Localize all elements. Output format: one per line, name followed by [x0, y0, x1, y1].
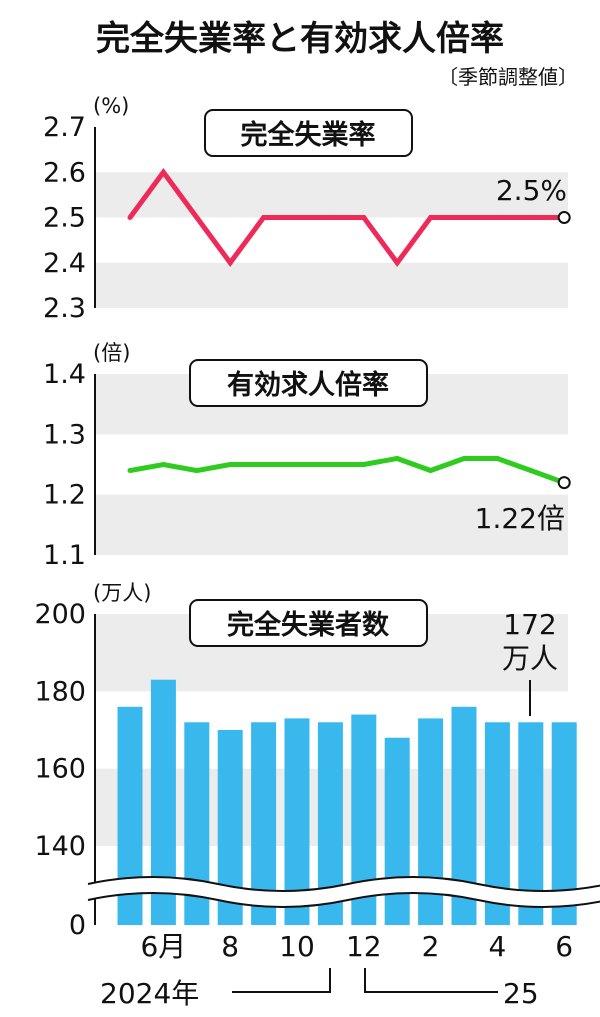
panel-title: 完全失業率 [241, 119, 376, 151]
last-data-point [557, 476, 571, 490]
data-point [127, 468, 133, 474]
x-tick-label: 6 [555, 930, 573, 963]
data-point [327, 462, 333, 467]
last-value-unit: 万人 [502, 642, 558, 675]
data-point [194, 215, 200, 220]
y-tick-label: 2.4 [43, 248, 86, 279]
data-point [327, 215, 333, 220]
grid-band [95, 262, 568, 308]
y-tick-label: 160 [34, 754, 86, 785]
unemployment-rate-panel: 2.7 2.6 2.5 2.4 2.3 (%) 完全失業率 2.5% [43, 94, 571, 324]
x-tick-label: 10 [279, 930, 315, 963]
data-point [160, 169, 166, 175]
data-point [461, 455, 467, 461]
year-2025-bracket [364, 968, 498, 993]
last-value-label: 2.5% [496, 174, 567, 207]
last-value-number: 172 [503, 608, 556, 641]
data-point [294, 215, 300, 220]
data-point [394, 455, 400, 461]
y-tick-label: 2.5 [43, 203, 86, 234]
data-point [494, 455, 500, 461]
data-point [294, 462, 300, 467]
job-offer-ratio-panel: 1.4 1.3 1.2 1.1 (倍) 有効求人倍率 1.22倍 [43, 341, 571, 571]
data-point [528, 468, 534, 474]
x-axis: 6月 8 10 12 2 4 6 2024年 25 [100, 930, 573, 1010]
y-tick-label: 1.4 [43, 359, 86, 390]
data-point [461, 215, 467, 220]
y-tick-label: 1.2 [43, 480, 86, 511]
y-tick-label: 2.7 [43, 112, 86, 143]
data-point [361, 215, 367, 220]
axis-break-line-lower [87, 892, 600, 908]
data-point [394, 260, 400, 266]
panel-title-box [189, 599, 428, 647]
y-tick-label: 140 [34, 831, 86, 862]
y-unit-label: (倍) [93, 341, 130, 365]
panel-title-box [204, 109, 413, 157]
y-unit-label: (%) [93, 94, 129, 118]
year-2024-bracket [232, 968, 331, 993]
bar [384, 737, 410, 925]
axis-break-line-upper [87, 876, 600, 892]
grid-band [95, 172, 568, 218]
data-point [127, 215, 133, 220]
data-point [261, 462, 267, 467]
series-line [129, 455, 566, 485]
data-point [261, 215, 267, 220]
x-tick-label: 4 [488, 930, 506, 963]
panel-title: 完全失業者数 [227, 609, 390, 641]
year-2024-label: 2024年 [100, 977, 199, 1010]
x-tick-label: 12 [346, 930, 382, 963]
series-line [127, 168, 565, 267]
seasonal-note: 〔季節調整値〕 [438, 65, 578, 89]
y-unit-label: (万人) [93, 581, 151, 605]
unemployed-persons-panel: 200 180 160 140 0 (万人) 完全失業者数 172 万人 [34, 581, 600, 941]
grid-band [95, 494, 568, 555]
x-tick-label: 6月 [140, 930, 186, 963]
y-tick-label: 0 [69, 910, 86, 941]
last-value-label: 1.22倍 [475, 502, 565, 535]
data-point [194, 468, 200, 474]
data-point [227, 462, 233, 467]
x-tick-label: 8 [221, 930, 239, 963]
panel-title: 有効求人倍率 [227, 369, 389, 401]
main-title: 完全失業率と有効求人倍率 [96, 19, 504, 59]
data-point [227, 260, 233, 266]
y-tick-label: 180 [34, 676, 86, 707]
data-point [494, 215, 500, 220]
panel-title-box [189, 359, 428, 407]
data-point [428, 468, 434, 474]
y-tick-label: 1.3 [43, 419, 86, 450]
last-data-point [557, 211, 571, 224]
y-tick-label: 200 [34, 599, 86, 630]
year-2025-label: 25 [503, 977, 539, 1010]
data-point [361, 462, 367, 467]
y-tick-label: 1.1 [43, 540, 86, 571]
data-point [428, 215, 434, 220]
data-point [528, 215, 534, 220]
y-tick-label: 2.6 [43, 157, 86, 188]
x-tick-label: 2 [422, 930, 440, 963]
y-tick-label: 2.3 [43, 293, 86, 324]
data-point [160, 462, 166, 467]
